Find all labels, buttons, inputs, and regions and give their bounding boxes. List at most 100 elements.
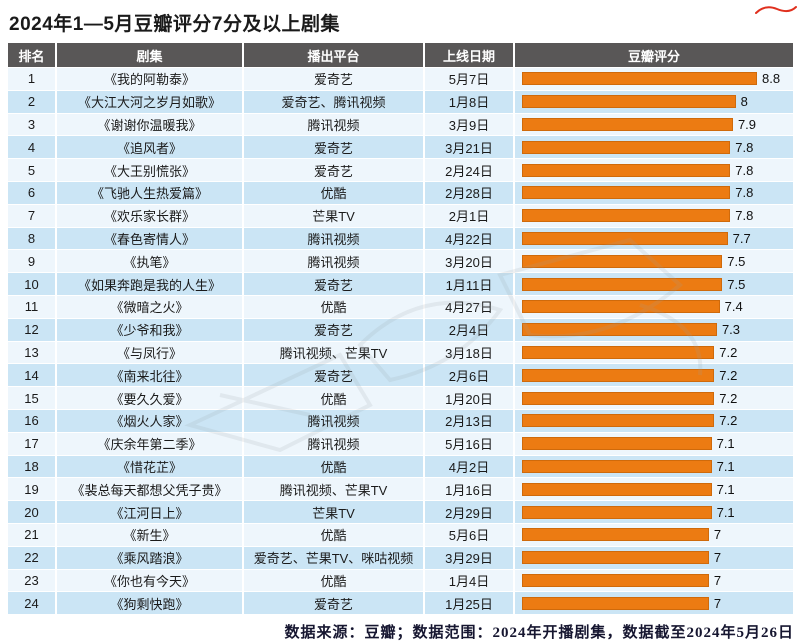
platform-cell: 优酷 bbox=[244, 455, 423, 478]
score-bar bbox=[522, 368, 715, 382]
drama-title-cell: 《欢乐家长群》 bbox=[57, 204, 242, 227]
rank-cell: 13 bbox=[8, 341, 55, 364]
drama-title-cell: 《与凤行》 bbox=[57, 341, 242, 364]
score-cell: 7.1 bbox=[515, 432, 793, 455]
date-cell: 3月9日 bbox=[425, 113, 513, 136]
page-title: 2024年1—5月豆瓣评分7分及以上剧集 bbox=[9, 14, 340, 35]
date-cell: 1月16日 bbox=[425, 478, 513, 501]
date-cell: 4月22日 bbox=[425, 227, 513, 250]
data-source-note: 数据来源：豆瓣；数据范围：2024年开播剧集，数据截至2024年5月26日 bbox=[284, 625, 794, 642]
score-cell: 7.1 bbox=[515, 501, 793, 523]
score-value-label: 7.1 bbox=[716, 481, 735, 497]
date-cell: 3月18日 bbox=[425, 341, 513, 364]
date-cell: 2月6日 bbox=[425, 364, 513, 387]
column-header-title: 剧集 bbox=[57, 43, 242, 67]
table-row: 9 《执笔》 腾讯视频 3月20日 7.5 bbox=[8, 250, 793, 273]
score-bar bbox=[522, 391, 715, 405]
score-value-label: 7 bbox=[713, 595, 722, 611]
platform-cell: 腾讯视频、芒果TV bbox=[244, 478, 423, 501]
rank-cell: 7 bbox=[8, 204, 55, 227]
rank-cell: 16 bbox=[8, 409, 55, 432]
score-value-label: 7 bbox=[713, 550, 722, 566]
rank-cell: 3 bbox=[8, 113, 55, 136]
score-cell: 7 bbox=[515, 523, 793, 546]
rank-cell: 20 bbox=[8, 501, 55, 523]
date-cell: 3月29日 bbox=[425, 546, 513, 569]
date-cell: 2月13日 bbox=[425, 409, 513, 432]
score-bar bbox=[522, 573, 709, 587]
rank-cell: 2 bbox=[8, 90, 55, 113]
table-row: 1 《我的阿勒泰》 爱奇艺 5月7日 8.8 bbox=[8, 68, 793, 90]
date-cell: 2月1日 bbox=[425, 204, 513, 227]
table-row: 13 《与凤行》 腾讯视频、芒果TV 3月18日 7.2 bbox=[8, 341, 793, 364]
rank-cell: 4 bbox=[8, 136, 55, 159]
drama-title-cell: 《飞驰人生热爱篇》 bbox=[57, 181, 242, 204]
score-bar bbox=[522, 140, 731, 154]
score-cell: 7.3 bbox=[515, 318, 793, 341]
table-row: 23 《你也有今天》 优酷 1月4日 7 bbox=[8, 569, 793, 592]
rank-cell: 22 bbox=[8, 546, 55, 569]
score-value-label: 7.8 bbox=[735, 185, 754, 201]
score-bar bbox=[522, 209, 731, 223]
drama-title-cell: 《江河日上》 bbox=[57, 501, 242, 523]
rank-cell: 21 bbox=[8, 523, 55, 546]
ratings-table: 排名 剧集 播出平台 上线日期 豆瓣评分 1 《我的阿勒泰》 爱奇艺 5月7日 8.8 2… bbox=[8, 43, 793, 615]
score-cell: 7.9 bbox=[515, 113, 793, 136]
column-header-score: 豆瓣评分 bbox=[515, 43, 793, 67]
table-row: 12 《少爷和我》 爱奇艺 2月4日 7.3 bbox=[8, 318, 793, 341]
table-row: 17 《庆余年第二季》 腾讯视频 5月16日 7.1 bbox=[8, 432, 793, 455]
platform-cell: 腾讯视频 bbox=[244, 250, 423, 273]
drama-title-cell: 《微暗之火》 bbox=[57, 295, 242, 318]
date-cell: 5月16日 bbox=[425, 432, 513, 455]
score-cell: 7.2 bbox=[515, 409, 793, 432]
rank-cell: 5 bbox=[8, 159, 55, 181]
red-swoosh-decoration bbox=[755, 6, 797, 14]
table-row: 2 《大江大河之岁月如歌》 爱奇艺、腾讯视频 1月8日 8 bbox=[8, 90, 793, 113]
table-row: 22 《乘风踏浪》 爱奇艺、芒果TV、咪咕视频 3月29日 7 bbox=[8, 546, 793, 569]
column-header-platform: 播出平台 bbox=[244, 43, 423, 67]
platform-cell: 爱奇艺 bbox=[244, 159, 423, 181]
date-cell: 3月21日 bbox=[425, 136, 513, 159]
platform-cell: 腾讯视频 bbox=[244, 227, 423, 250]
score-cell: 7.8 bbox=[515, 159, 793, 181]
date-cell: 1月8日 bbox=[425, 90, 513, 113]
score-value-label: 8 bbox=[740, 94, 748, 110]
drama-title-cell: 《执笔》 bbox=[57, 250, 242, 273]
table-row: 5 《大王别慌张》 爱奇艺 2月24日 7.8 bbox=[8, 159, 793, 181]
drama-title-cell: 《惜花芷》 bbox=[57, 455, 242, 478]
score-value-label: 7.7 bbox=[732, 230, 751, 246]
score-cell: 7.4 bbox=[515, 295, 793, 318]
platform-cell: 爱奇艺 bbox=[244, 364, 423, 387]
platform-cell: 爱奇艺 bbox=[244, 318, 423, 341]
platform-cell: 腾讯视频 bbox=[244, 409, 423, 432]
score-value-label: 7.2 bbox=[719, 367, 738, 383]
score-bar bbox=[522, 72, 757, 86]
date-cell: 1月4日 bbox=[425, 569, 513, 592]
drama-title-cell: 《我的阿勒泰》 bbox=[57, 68, 242, 90]
platform-cell: 芒果TV bbox=[244, 501, 423, 523]
score-value-label: 8.8 bbox=[762, 71, 781, 87]
table-row: 7 《欢乐家长群》 芒果TV 2月1日 7.8 bbox=[8, 204, 793, 227]
platform-cell: 优酷 bbox=[244, 181, 423, 204]
date-cell: 2月4日 bbox=[425, 318, 513, 341]
column-header-rank: 排名 bbox=[8, 43, 55, 67]
rank-cell: 18 bbox=[8, 455, 55, 478]
score-bar bbox=[522, 414, 715, 428]
platform-cell: 优酷 bbox=[244, 295, 423, 318]
date-cell: 4月2日 bbox=[425, 455, 513, 478]
score-value-label: 7.4 bbox=[724, 299, 743, 315]
date-cell: 2月24日 bbox=[425, 159, 513, 181]
table-row: 10 《如果奔跑是我的人生》 爱奇艺 1月11日 7.5 bbox=[8, 273, 793, 295]
platform-cell: 爱奇艺、芒果TV、咪咕视频 bbox=[244, 546, 423, 569]
rank-cell: 10 bbox=[8, 273, 55, 295]
platform-cell: 芒果TV bbox=[244, 204, 423, 227]
score-value-label: 7 bbox=[713, 572, 722, 588]
score-cell: 7.1 bbox=[515, 478, 793, 501]
table-row: 20 《江河日上》 芒果TV 2月29日 7.1 bbox=[8, 501, 793, 523]
platform-cell: 腾讯视频 bbox=[244, 113, 423, 136]
score-bar bbox=[522, 551, 709, 565]
table-row: 18 《惜花芷》 优酷 4月2日 7.1 bbox=[8, 455, 793, 478]
score-bar bbox=[522, 345, 715, 359]
platform-cell: 爱奇艺 bbox=[244, 136, 423, 159]
drama-title-cell: 《狗剩快跑》 bbox=[57, 592, 242, 615]
